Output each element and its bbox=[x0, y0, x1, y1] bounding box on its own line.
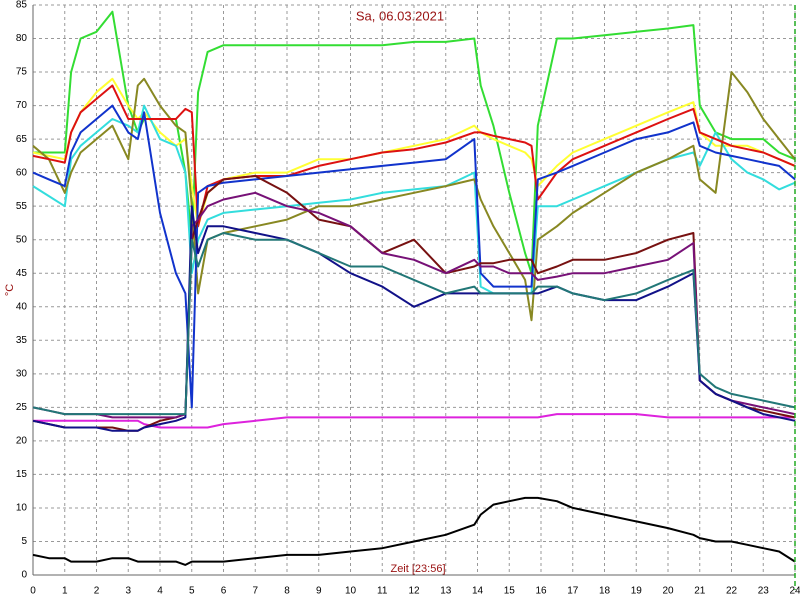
x-tick-label: 2 bbox=[94, 586, 100, 597]
series-line bbox=[32, 84, 796, 228]
y-tick-label: 70 bbox=[16, 100, 28, 111]
x-tick-label: 23 bbox=[758, 586, 770, 597]
x-tick-label: 22 bbox=[726, 586, 738, 597]
x-tick-label: 24 bbox=[789, 586, 800, 597]
x-tick-label: 1 bbox=[62, 586, 68, 597]
series-line bbox=[32, 232, 796, 416]
y-tick-label: 30 bbox=[16, 368, 28, 379]
y-tick-label: 80 bbox=[16, 33, 28, 44]
y-tick-label: 75 bbox=[16, 67, 28, 78]
x-tick-label: 15 bbox=[504, 586, 516, 597]
x-tick-label: 14 bbox=[472, 586, 484, 597]
x-tick-label: 7 bbox=[252, 586, 258, 597]
y-tick-label: 20 bbox=[16, 436, 28, 447]
series-line bbox=[33, 413, 795, 429]
x-tick-label: 8 bbox=[284, 586, 290, 597]
y-tick-label: 15 bbox=[16, 469, 28, 480]
y-tick-label: 5 bbox=[21, 536, 27, 547]
x-tick-label: 21 bbox=[694, 586, 706, 597]
series-line bbox=[32, 71, 796, 322]
x-tick-label: 20 bbox=[662, 586, 674, 597]
x-tick-label: 12 bbox=[408, 586, 420, 597]
y-axis-label: °C bbox=[4, 284, 16, 296]
x-tick-label: 4 bbox=[157, 586, 163, 597]
x-tick-label: 3 bbox=[125, 586, 131, 597]
series-line bbox=[32, 205, 796, 432]
y-tick-label: 25 bbox=[16, 402, 28, 413]
series-line bbox=[32, 191, 796, 419]
series-line bbox=[32, 104, 796, 295]
x-tick-label: 9 bbox=[316, 586, 322, 597]
x-tick-label: 10 bbox=[345, 586, 357, 597]
x-tick-label: 18 bbox=[599, 586, 611, 597]
y-tick-label: 35 bbox=[16, 335, 28, 346]
x-tick-label: 0 bbox=[30, 586, 36, 597]
y-tick-label: 50 bbox=[16, 234, 28, 245]
y-tick-label: 10 bbox=[16, 503, 28, 514]
x-tick-label: 19 bbox=[631, 586, 643, 597]
series-line bbox=[32, 104, 796, 409]
x-tick-label: 17 bbox=[567, 586, 579, 597]
chart-title: Sa, 06.03.2021 bbox=[356, 8, 444, 23]
series-line bbox=[32, 77, 796, 228]
y-tick-label: 65 bbox=[16, 134, 28, 145]
x-tick-label: 5 bbox=[189, 586, 195, 597]
x-tick-label: 16 bbox=[535, 586, 547, 597]
y-tick-label: 60 bbox=[16, 167, 28, 178]
series-line bbox=[32, 496, 796, 566]
y-tick-label: 0 bbox=[21, 570, 27, 581]
y-tick-label: 55 bbox=[16, 201, 28, 212]
x-tick-label: 13 bbox=[440, 586, 452, 597]
x-tick-label: 11 bbox=[377, 586, 388, 597]
x-axis-label: Zeit [23:56] bbox=[390, 563, 445, 575]
y-tick-label: 45 bbox=[16, 268, 28, 279]
y-tick-label: 40 bbox=[16, 301, 28, 312]
x-tick-label: 6 bbox=[221, 586, 227, 597]
series-line bbox=[33, 10, 796, 275]
y-tick-label: 85 bbox=[16, 0, 28, 11]
